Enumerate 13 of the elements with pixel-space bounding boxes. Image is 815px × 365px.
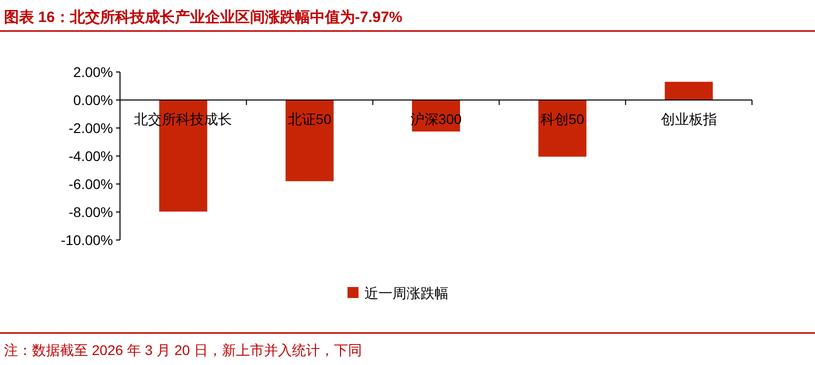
y-tick-label: 0.00% [73, 92, 113, 108]
x-tick-label: 北证50 [288, 111, 332, 127]
text: 注：数据截至 2026 年 3 月 20 日，新上市并入统计，下同 [4, 342, 362, 358]
x-tick-label: 创业板指 [660, 111, 717, 127]
y-tick-label: -10.00% [60, 232, 113, 248]
y-tick-label: -4.00% [68, 148, 113, 164]
y-tick-label: 2.00% [73, 64, 113, 80]
legend-label: 近一周涨跌幅 [364, 284, 448, 301]
y-tick-label: -6.00% [68, 176, 113, 192]
chart-title: 图表 16：北交所科技成长产业企业区间涨跌幅中值为-7.97% [4, 8, 402, 26]
y-tick-label: -2.00% [68, 120, 113, 136]
y-tick-label: -8.00% [68, 204, 113, 220]
x-tick-label: 科创50 [540, 111, 584, 127]
